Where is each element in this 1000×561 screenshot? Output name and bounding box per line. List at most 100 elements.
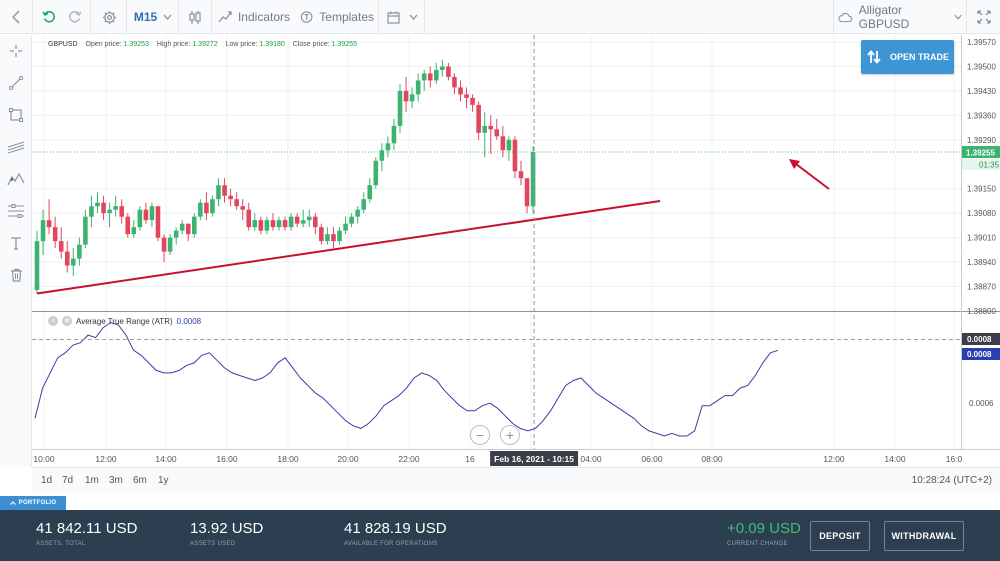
calendar-button[interactable]	[382, 0, 404, 34]
delete-drawings-tool[interactable]	[4, 263, 28, 287]
portfolio-tab[interactable]: PORTFOLIO	[0, 496, 66, 510]
redo-button[interactable]	[62, 0, 88, 34]
indicators-button[interactable]: Indicators	[218, 0, 290, 34]
range-7d[interactable]: 7d	[62, 475, 74, 486]
withdrawal-button[interactable]: WITHDRAWAL	[884, 521, 964, 551]
current-price-label: 1.39255	[966, 149, 995, 158]
settings-button[interactable]	[96, 0, 122, 34]
candle-body	[173, 230, 179, 238]
templates-icon	[300, 11, 313, 23]
templates-button[interactable]: Templates	[300, 0, 374, 34]
candle-body	[403, 90, 409, 102]
candle-body	[440, 66, 445, 70]
candle	[258, 216, 264, 235]
range-1m[interactable]: 1m	[85, 475, 99, 486]
open-price-label: Open price:	[85, 41, 122, 48]
chevron-down-icon	[409, 14, 417, 20]
range-3m[interactable]: 3m	[109, 475, 123, 486]
current-change-caption: CURRENT CHANGE	[727, 541, 788, 547]
candle	[167, 234, 173, 256]
time-tick-label: 14:00	[884, 454, 906, 464]
instrument-value: Alligator GBPUSD	[858, 3, 910, 31]
candle-body	[71, 258, 76, 266]
range-1d[interactable]: 1d	[41, 475, 53, 486]
rectangle-tool[interactable]	[4, 103, 28, 127]
candle	[488, 115, 494, 154]
candle	[264, 216, 270, 235]
timeframe-select[interactable]: M15	[130, 0, 176, 34]
candle	[415, 73, 421, 102]
undo-button[interactable]	[36, 0, 62, 34]
text-tool[interactable]	[4, 231, 28, 255]
high-price-label: High price:	[156, 41, 191, 48]
price-tick-label: 1.38800	[967, 307, 996, 316]
chart-type-button[interactable]	[182, 0, 208, 34]
candle-body	[367, 185, 373, 200]
candlestick-icon	[189, 10, 201, 24]
timeframe-value: M15	[133, 10, 158, 24]
available-funds-value: 41 828.19 USD	[344, 520, 447, 537]
fibonacci-tool[interactable]	[4, 199, 28, 223]
candle	[95, 192, 100, 214]
candle	[83, 209, 88, 249]
time-tick-label: 20:00	[337, 454, 359, 464]
candle	[179, 220, 185, 235]
candle	[373, 157, 379, 189]
candle	[252, 213, 258, 231]
candle-body	[240, 206, 245, 210]
open-trade-button[interactable]: OPEN TRADE	[861, 40, 954, 74]
candle	[101, 195, 106, 221]
available-funds: 41 828.19 USD AVAILABLE FOR OPERATIONS	[344, 520, 447, 547]
indicators-icon	[218, 11, 232, 23]
zoom-in-button[interactable]: +	[500, 425, 520, 445]
fullscreen-button[interactable]	[968, 0, 1000, 34]
candle-body	[288, 216, 294, 228]
close-price-label: Close price:	[292, 41, 330, 48]
range-1y[interactable]: 1y	[158, 475, 169, 486]
candle-body	[125, 216, 131, 235]
calendar-dropdown[interactable]	[404, 0, 422, 34]
candle	[367, 178, 373, 203]
back-button[interactable]	[0, 0, 32, 34]
available-funds-caption: AVAILABLE FOR OPERATIONS	[344, 541, 438, 547]
candle-body	[337, 230, 342, 242]
countdown-box	[962, 159, 1000, 171]
zoom-out-button[interactable]: −	[470, 425, 490, 445]
candle	[149, 202, 155, 228]
candle	[470, 94, 475, 112]
candle-body	[458, 87, 463, 95]
price-tick-label: 1.39290	[967, 136, 996, 145]
candle-body	[276, 220, 282, 228]
candle	[143, 202, 149, 224]
candle-body	[500, 136, 506, 151]
candle	[464, 87, 469, 109]
instrument-select[interactable]: Alligator GBPUSD	[838, 0, 962, 34]
candle-body	[89, 206, 94, 217]
candle-body	[131, 227, 137, 235]
candle-body	[34, 241, 40, 291]
candle-body	[113, 206, 118, 210]
time-tick-label: 18:00	[277, 454, 299, 464]
candle-body	[434, 69, 439, 81]
candle-body	[143, 209, 149, 221]
indicator-settings-icon[interactable]: ✻	[62, 316, 72, 326]
close-indicator-icon[interactable]: ×	[48, 316, 58, 326]
pattern-tool[interactable]	[4, 167, 28, 191]
candle-body	[137, 209, 143, 228]
trash-icon	[10, 268, 22, 282]
candle	[119, 199, 124, 224]
candle	[524, 178, 530, 214]
candle-body	[198, 202, 203, 217]
candle	[89, 195, 94, 228]
channel-tool[interactable]	[4, 135, 28, 159]
range-6m[interactable]: 6m	[133, 475, 147, 486]
price-chart[interactable]: 1.39570 1.39500 1.39430 1.39360 1.39290 1.391…	[32, 35, 1000, 467]
candle	[458, 80, 463, 102]
candle	[306, 209, 312, 228]
crosshair-tool[interactable]	[4, 39, 28, 63]
deposit-button[interactable]: DEPOSIT	[810, 521, 870, 551]
candle-body	[476, 104, 481, 133]
time-tick-label: 10:00	[33, 454, 55, 464]
trendline-tool[interactable]	[4, 71, 28, 95]
plus-icon: +	[505, 427, 515, 443]
